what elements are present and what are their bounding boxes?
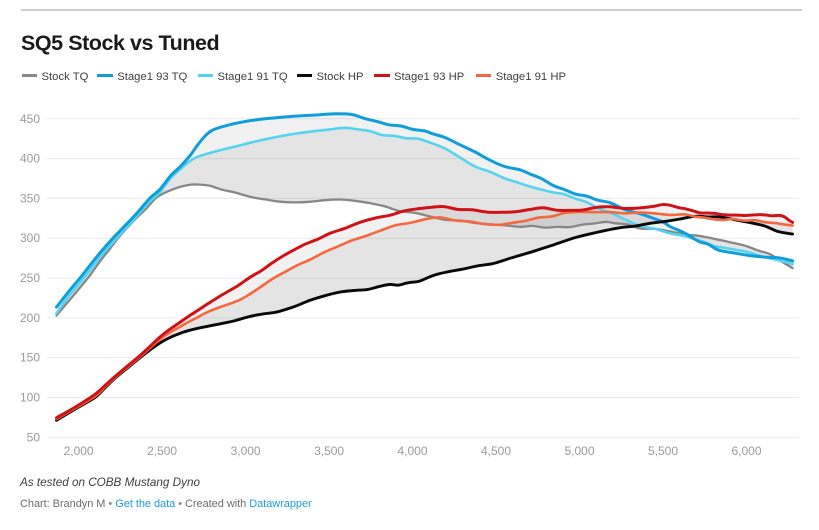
svg-text:2,000: 2,000 [64,444,94,458]
svg-text:4,000: 4,000 [397,444,427,458]
svg-text:100: 100 [20,391,40,405]
svg-text:50: 50 [27,430,41,444]
svg-text:350: 350 [20,191,40,205]
svg-text:5,500: 5,500 [648,444,678,458]
svg-text:6,000: 6,000 [731,444,761,458]
svg-text:450: 450 [20,112,40,126]
svg-text:200: 200 [20,311,40,325]
svg-text:150: 150 [20,351,40,365]
svg-text:5,000: 5,000 [564,444,594,458]
svg-text:300: 300 [20,231,40,245]
svg-text:2,500: 2,500 [147,444,177,458]
svg-text:3,000: 3,000 [231,444,261,458]
svg-text:250: 250 [20,271,40,285]
svg-text:400: 400 [20,152,40,166]
svg-text:3,500: 3,500 [314,444,344,458]
svg-text:4,500: 4,500 [481,444,511,458]
